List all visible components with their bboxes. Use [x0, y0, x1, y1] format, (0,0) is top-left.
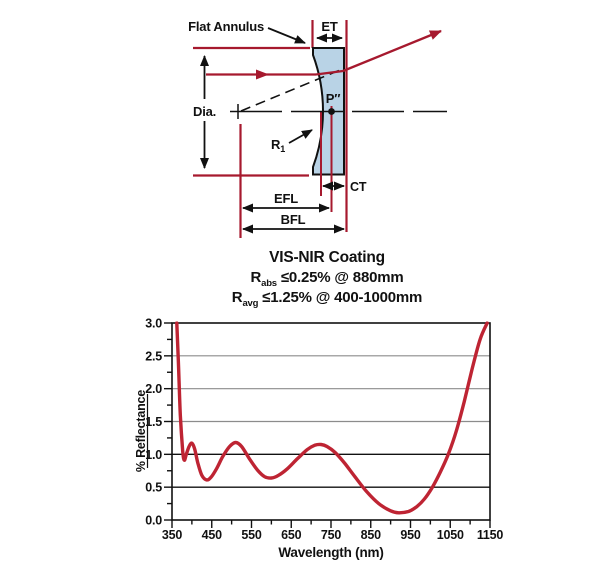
y-tick-label: 2.0 [145, 382, 162, 396]
virtual-ray-dashed [240, 69, 341, 112]
coating-title-block: VIS-NIR Coating Rabs ≤0.25% @ 880mm Ravg… [232, 249, 423, 309]
dia-label: Dia. [193, 104, 216, 119]
reflectance-chart: 0.0 0.5 1.0 1.5 2.0 2.5 3.0 350 450 550 650 750 850 9… [145, 317, 503, 543]
chart-axis-titles: Wavelength (nm) % Reflectance [134, 390, 384, 560]
refracted-ray [342, 29, 442, 73]
bfl-label: BFL [281, 212, 306, 227]
x-tick-label: 950 [400, 528, 421, 542]
y-tick-label: 3.0 [145, 317, 162, 331]
r1-arrow [288, 129, 313, 144]
x-tick-label: 350 [162, 528, 183, 542]
r1-label: R1 [271, 137, 285, 154]
p-double-prime-label: P″ [326, 91, 341, 106]
x-tick-label: 550 [241, 528, 262, 542]
y-tick-label: 1.5 [145, 415, 162, 429]
efl-label: EFL [274, 191, 298, 206]
flat-annulus-arrow [267, 27, 306, 44]
x-tick-label: 650 [281, 528, 302, 542]
reflectance-curve [175, 321, 489, 515]
plot-frame [171, 322, 491, 521]
ct-label: CT [350, 180, 367, 194]
coating-spec-abs: Rabs ≤0.25% @ 880mm [250, 269, 403, 289]
x-tick-label: 750 [321, 528, 342, 542]
coating-title: VIS-NIR Coating [269, 249, 385, 266]
lens-diagram: P″ Flat Annulus ET Dia. R1 CT EFL BFL [188, 19, 447, 238]
x-tick-label: 850 [361, 528, 382, 542]
incident-ray-arrowhead-icon [256, 69, 269, 80]
et-label: ET [321, 19, 337, 34]
coating-spec-avg: Ravg ≤1.25% @ 400-1000mm [232, 289, 422, 309]
y-tick-label: 1.0 [145, 448, 162, 462]
flat-annulus-label: Flat Annulus [188, 19, 264, 34]
y-tick-label: 0.5 [145, 481, 162, 495]
ray-inside-lens [315, 69, 344, 76]
principal-point-dot [328, 108, 335, 115]
x-tick-label: 450 [202, 528, 223, 542]
x-tick-label: 1150 [477, 528, 504, 542]
y-tick-label: 0.0 [145, 514, 162, 528]
y-tick-label: 2.5 [145, 349, 162, 363]
x-tick-label: 1050 [437, 528, 464, 542]
x-axis-title: Wavelength (nm) [278, 545, 383, 560]
y-axis-title: % Reflectance [134, 390, 148, 472]
